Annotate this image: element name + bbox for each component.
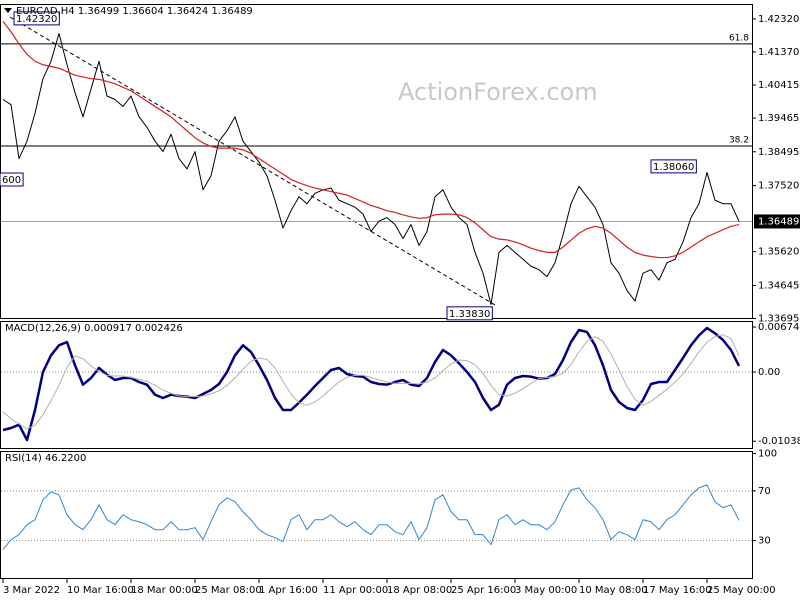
x-tick-label: 18 Mar 00:00 bbox=[131, 585, 198, 596]
x-tick-label: 25 Mar 08:00 bbox=[195, 585, 262, 596]
last-price-box bbox=[754, 214, 800, 229]
y-tick-label: 1.38495 bbox=[758, 147, 799, 158]
x-tick-label: 17 May 16:00 bbox=[643, 585, 712, 596]
x-tick-label: 10 Mar 16:00 bbox=[67, 585, 134, 596]
y-tick-label: 1.37520 bbox=[758, 181, 799, 192]
y-tick-label: 1.33695 bbox=[758, 314, 799, 325]
annotation-label: 600 bbox=[2, 175, 21, 186]
annotation-box bbox=[13, 11, 60, 26]
macd-panel bbox=[0, 321, 753, 449]
menu-marker bbox=[4, 8, 12, 13]
fib-label: 61.8 bbox=[729, 33, 749, 43]
y-tick-label: -0.010385 bbox=[758, 436, 800, 447]
annotation-box bbox=[446, 306, 493, 321]
x-tick-label: 1 Apr 16:00 bbox=[259, 585, 318, 596]
y-tick-label: 1.41370 bbox=[758, 47, 799, 58]
x-tick-label: 25 May 00:00 bbox=[707, 585, 776, 596]
x-tick-label: 25 Apr 16:00 bbox=[451, 585, 516, 596]
y-tick-label: 1.34645 bbox=[758, 281, 799, 292]
y-tick-label: 1.39465 bbox=[758, 113, 799, 124]
annotation: 1.38060 bbox=[650, 159, 697, 174]
annotation-box bbox=[0, 172, 24, 187]
trendline bbox=[9, 16, 496, 306]
main-line bbox=[2, 32, 740, 305]
x-tick-label: 18 Apr 08:00 bbox=[387, 585, 452, 596]
x-tick-label: 3 May 00:00 bbox=[515, 585, 577, 596]
x-tick-label: 3 Mar 2022 bbox=[3, 585, 60, 596]
annotation: 600 bbox=[0, 172, 24, 187]
panel-title: MACD(12,26,9) 0.000917 0.002426 bbox=[5, 323, 183, 334]
y-tick-label: 1.35620 bbox=[758, 247, 799, 258]
price-panel bbox=[0, 4, 753, 319]
watermark: ActionForex.com bbox=[398, 78, 598, 106]
annotation-label: 1.33830 bbox=[449, 309, 490, 320]
annotation-label: 1.42320 bbox=[16, 14, 57, 25]
panel-title: RSI(14) 46.2200 bbox=[5, 453, 86, 464]
annotation-label: 1.38060 bbox=[653, 162, 694, 173]
y-tick-label: 0.006744 bbox=[758, 322, 800, 333]
annotation-box bbox=[650, 159, 697, 174]
y-tick-label: 70 bbox=[758, 486, 771, 497]
panel-title: EURCAD,H4 1.36499 1.36604 1.36424 1.3648… bbox=[16, 6, 253, 17]
fib-label: 38.2 bbox=[729, 136, 749, 146]
annotation: 1.42320 bbox=[13, 11, 60, 26]
main-line bbox=[2, 326, 741, 442]
secondary-line bbox=[2, 334, 740, 430]
x-tick-label: 11 Apr 00:00 bbox=[323, 585, 388, 596]
rsi-panel bbox=[0, 451, 753, 579]
last-price-label: 1.36489 bbox=[758, 216, 799, 227]
x-tick-label: 10 May 08:00 bbox=[579, 585, 648, 596]
y-tick-label: 1.40415 bbox=[758, 80, 799, 91]
y-tick-label: 0.00 bbox=[758, 367, 780, 378]
annotation: 1.33830 bbox=[446, 306, 493, 321]
y-tick-label: 100 bbox=[758, 448, 777, 459]
main-line bbox=[2, 484, 740, 550]
y-tick-label: 30 bbox=[758, 536, 771, 547]
secondary-line bbox=[2, 20, 740, 259]
y-tick-label: 1.42320 bbox=[758, 14, 799, 25]
